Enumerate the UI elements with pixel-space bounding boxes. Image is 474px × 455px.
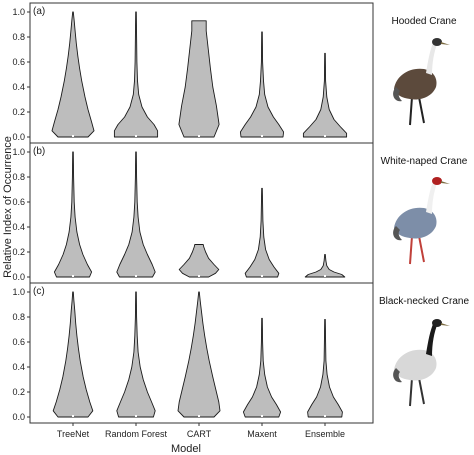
median-marker [324,135,326,137]
median-marker [135,275,137,277]
x-tick-label: CART [187,429,212,439]
median-marker [198,135,200,137]
violin-maxent [239,31,285,138]
median-marker [72,415,74,417]
violin-treenet [52,291,94,418]
violin-ensemble [304,254,346,278]
x-tick-label: Ensemble [305,429,345,439]
x-tick-label: Maxent [247,429,277,439]
y-tick-label: 0.2 [12,247,25,257]
y-tick-label: 0.2 [12,107,25,117]
x-tick-label: Random Forest [105,429,168,439]
violin-cart [177,291,221,418]
violin-cart [178,20,220,138]
median-marker [261,275,263,277]
violin-ensemble [307,319,343,418]
panel-3: (c) 0.0 0.2 0.4 0.6 0.8 1.0 Black-necked Crane [12,282,469,424]
panels-layer: (a) 0.0 0.2 0.4 0.6 0.8 1.0 Hooded Crane (b) 0.0 0… [12,2,469,439]
panel-2: (b) 0.0 0.2 0.4 0.6 0.8 1.0 White-naped Crane [12,142,468,284]
y-tick-label: 0.0 [12,132,25,142]
y-tick-label: 0.8 [12,312,25,322]
x-axis-title: Model [171,443,201,455]
median-marker [261,135,263,137]
y-tick-label: 0.6 [12,337,25,347]
y-tick-label: 0.2 [12,387,25,397]
y-tick-label: 1.0 [12,7,25,17]
y-tick-label: 0.6 [12,197,25,207]
y-tick-label: 0.4 [12,82,25,92]
panel-tag: (b) [33,146,45,157]
panel-tag: (a) [33,6,45,17]
y-axis-title: Relative Index of Occurrence [2,136,14,278]
violin-maxent [242,317,282,418]
y-tick-label: 0.8 [12,172,25,182]
violin-random-forest [113,11,159,138]
black-necked-crane-illustration [393,319,450,407]
y-tick-label: 0.0 [12,272,25,282]
y-tick-label: 0.4 [12,362,25,372]
median-marker [324,275,326,277]
median-marker [72,135,74,137]
species-label: Black-necked Crane [379,296,469,307]
y-tick-label: 1.0 [12,147,25,157]
violin-cart [178,244,220,278]
violin-random-forest [116,151,156,278]
panel-frame [29,282,374,424]
violin-treenet [53,151,93,278]
violin-treenet [51,11,95,138]
hooded-crane-illustration [393,38,450,126]
y-tick-label: 0.8 [12,32,25,42]
y-tick-label: 0.0 [12,412,25,422]
species-label: Hooded Crane [391,16,456,27]
x-tick-label: TreeNet [57,429,90,439]
axis-labels: Relative Index of Occurrence Model [2,136,201,455]
y-tick-label: 1.0 [12,287,25,297]
panel-1: (a) 0.0 0.2 0.4 0.6 0.8 1.0 Hooded Crane [12,2,457,144]
median-marker [72,275,74,277]
violin-maxent [244,187,280,278]
median-marker [261,415,263,417]
bird-illustrations [393,38,450,407]
violin-ensemble [302,52,348,138]
panel-tag: (c) [33,286,45,297]
median-marker [324,415,326,417]
median-marker [198,275,200,277]
median-marker [135,135,137,137]
y-tick-label: 0.6 [12,57,25,67]
species-label: White-naped Crane [381,156,468,167]
white-naped-crane-illustration [393,177,450,265]
median-marker [135,415,137,417]
median-marker [198,415,200,417]
violin-random-forest [116,291,156,418]
y-tick-label: 0.4 [12,222,25,232]
